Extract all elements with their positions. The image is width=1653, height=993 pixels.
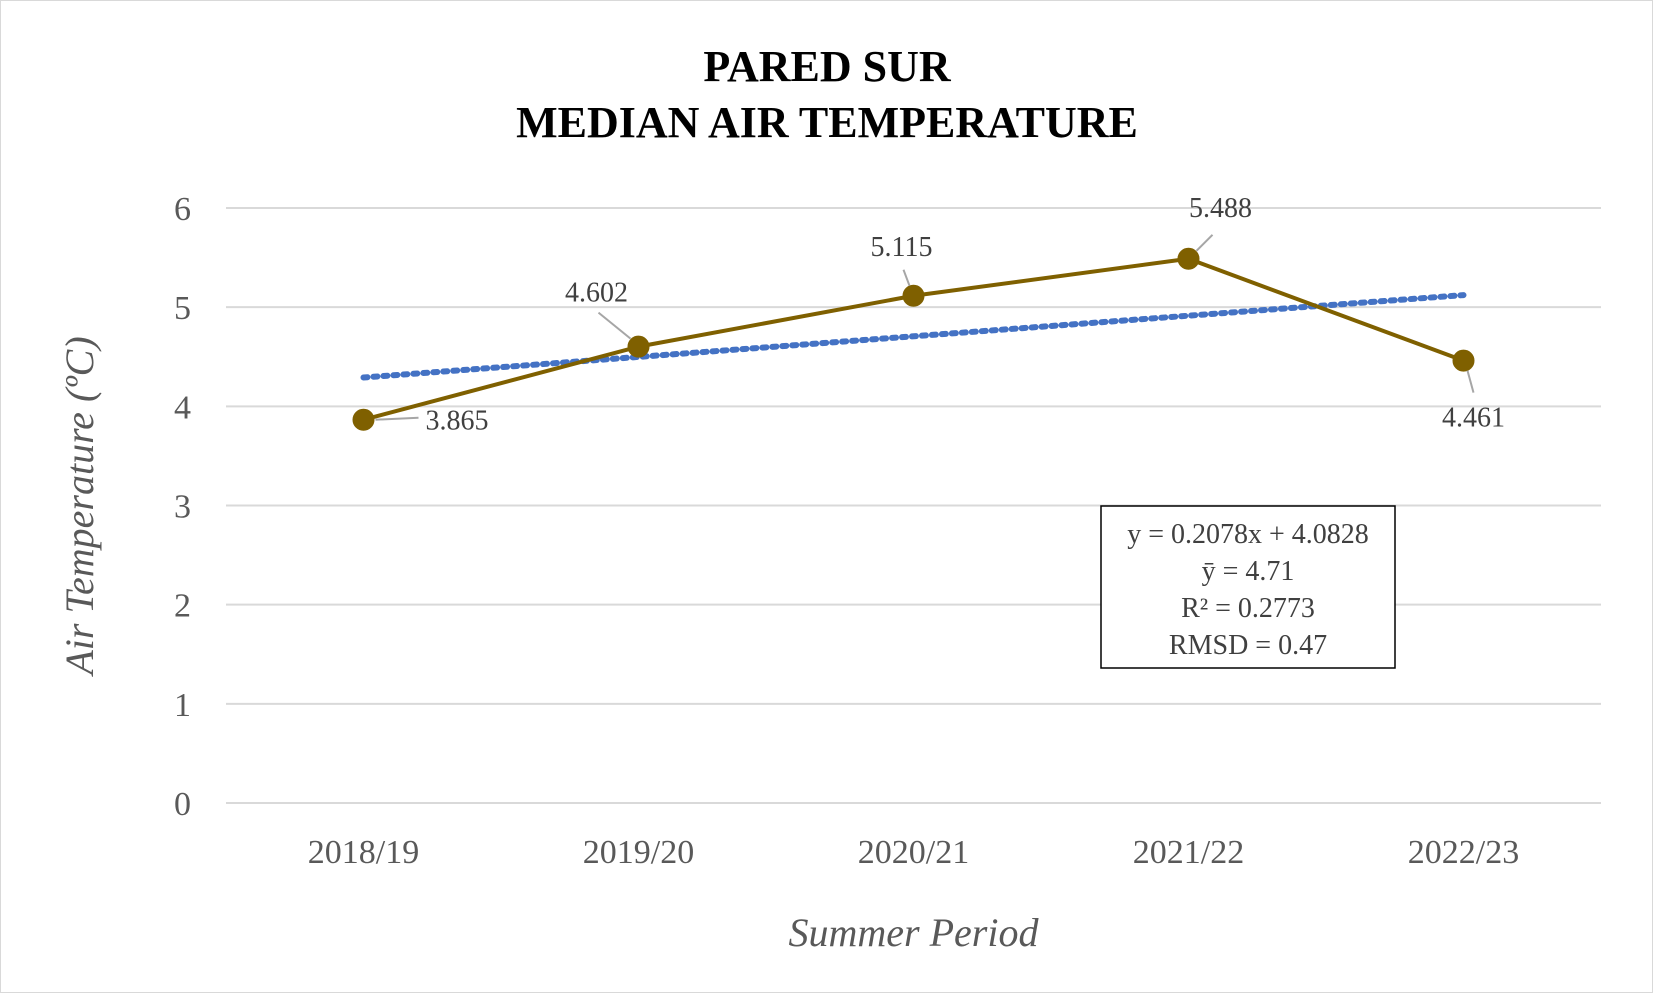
x-tick-label: 2018/19 [308, 834, 419, 871]
y-axis-label: Air Temperature (ºC) [57, 336, 102, 677]
x-tick-label: 2022/23 [1408, 834, 1519, 871]
stats-line: RMSD = 0.47 [1169, 630, 1327, 661]
data-point [627, 335, 650, 358]
stats-box [1100, 505, 1396, 669]
data-label: 5.488 [1189, 193, 1252, 224]
trendline [360, 292, 1467, 381]
data-point [352, 408, 375, 431]
data-label-leader [902, 269, 911, 287]
x-tick-label: 2020/21 [858, 834, 969, 871]
stats-line: ȳ = 4.71 [1202, 556, 1295, 587]
y-tick-label: 0 [174, 786, 191, 823]
y-tick-label: 3 [174, 489, 191, 526]
data-label-leader [375, 416, 419, 421]
y-tick-label: 2 [174, 588, 191, 625]
y-tick-label: 5 [174, 290, 191, 327]
data-point [1452, 349, 1475, 372]
data-label-leader [597, 311, 632, 340]
data-point [1177, 247, 1200, 270]
x-tick-label: 2019/20 [583, 834, 694, 871]
chart-title-line: PARED SUR [703, 42, 952, 91]
data-label: 4.602 [565, 278, 628, 309]
y-tick-label: 1 [174, 687, 191, 724]
y-tick-label: 4 [174, 389, 191, 426]
data-label: 3.865 [426, 406, 489, 437]
data-label-leader [1195, 234, 1214, 252]
stats-line: R² = 0.2773 [1181, 593, 1315, 624]
y-tick-label: 6 [174, 191, 191, 228]
chart-title-line: MEDIAN AIR TEMPERATURE [516, 98, 1138, 147]
stats-line: y = 0.2078x + 4.0828 [1127, 519, 1369, 550]
x-axis-label: Summer Period [789, 910, 1040, 955]
x-tick-label: 2021/22 [1133, 834, 1244, 871]
data-label-leader [1466, 370, 1475, 393]
data-point [902, 284, 925, 307]
data-label: 5.115 [871, 232, 933, 263]
data-label: 4.461 [1442, 403, 1505, 434]
